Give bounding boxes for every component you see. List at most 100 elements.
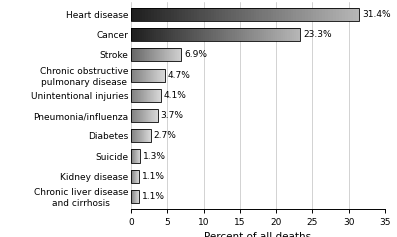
Bar — [260, 28, 262, 41]
Bar — [156, 28, 158, 41]
Bar — [131, 109, 158, 122]
Bar — [254, 28, 256, 41]
Text: 23.3%: 23.3% — [303, 30, 331, 39]
Bar — [147, 48, 148, 61]
Bar — [147, 68, 148, 82]
Bar — [209, 28, 211, 41]
Bar — [171, 28, 173, 41]
Bar — [146, 48, 147, 61]
Bar — [271, 8, 274, 21]
Bar — [226, 28, 228, 41]
Bar — [163, 48, 164, 61]
Bar — [171, 8, 174, 21]
Bar — [164, 48, 165, 61]
Bar — [169, 48, 170, 61]
Bar — [228, 8, 231, 21]
Bar — [131, 28, 300, 41]
Bar — [195, 28, 197, 41]
Bar — [356, 8, 359, 21]
Bar — [180, 48, 181, 61]
Bar — [279, 28, 281, 41]
Bar — [133, 28, 135, 41]
Bar — [205, 28, 207, 41]
Bar — [230, 28, 233, 41]
Bar — [296, 28, 298, 41]
Bar — [177, 8, 179, 21]
Bar — [191, 8, 194, 21]
Bar — [247, 28, 249, 41]
Bar — [145, 48, 146, 61]
Bar — [131, 68, 165, 82]
Bar — [248, 8, 251, 21]
Bar — [275, 28, 277, 41]
Bar — [211, 8, 214, 21]
Bar — [184, 28, 186, 41]
Bar — [139, 48, 140, 61]
Bar — [133, 68, 134, 82]
Bar — [150, 28, 152, 41]
Bar — [254, 8, 256, 21]
Bar — [163, 68, 164, 82]
Bar — [134, 8, 137, 21]
Bar — [161, 48, 162, 61]
Bar — [162, 68, 163, 82]
Bar — [158, 68, 159, 82]
Bar — [233, 28, 235, 41]
Bar — [256, 28, 258, 41]
Bar — [293, 8, 296, 21]
Bar — [143, 68, 144, 82]
Bar — [158, 48, 159, 61]
Bar — [258, 28, 260, 41]
Bar — [197, 8, 199, 21]
Bar — [151, 68, 152, 82]
Bar — [237, 28, 239, 41]
Bar — [162, 8, 165, 21]
Bar — [347, 8, 351, 21]
Bar — [150, 48, 151, 61]
Bar — [168, 8, 171, 21]
Bar — [308, 8, 310, 21]
Bar — [188, 28, 190, 41]
Bar — [142, 28, 144, 41]
Bar — [281, 28, 283, 41]
Bar — [166, 48, 167, 61]
Bar — [136, 68, 137, 82]
Bar — [179, 28, 182, 41]
Bar — [265, 8, 268, 21]
Bar — [330, 8, 333, 21]
Bar — [237, 8, 239, 21]
Bar — [141, 48, 142, 61]
Bar — [233, 8, 237, 21]
Bar — [162, 48, 163, 61]
Bar — [256, 8, 259, 21]
Bar — [336, 8, 339, 21]
Bar — [142, 68, 143, 82]
Bar — [131, 8, 134, 21]
Bar — [262, 8, 265, 21]
Bar — [177, 28, 179, 41]
Bar — [140, 48, 141, 61]
Bar — [143, 8, 145, 21]
Bar — [131, 48, 181, 61]
Bar — [178, 48, 179, 61]
Bar — [137, 8, 140, 21]
Bar — [139, 28, 142, 41]
Bar — [145, 68, 146, 82]
Bar — [138, 68, 139, 82]
Bar — [131, 190, 139, 203]
Text: 1.3%: 1.3% — [143, 151, 166, 160]
Bar — [235, 28, 237, 41]
Bar — [339, 8, 342, 21]
Bar — [249, 28, 252, 41]
Bar — [194, 8, 197, 21]
Bar — [299, 8, 302, 21]
Bar — [175, 48, 176, 61]
Bar — [132, 48, 133, 61]
Bar — [165, 48, 166, 61]
Bar — [245, 8, 248, 21]
Bar — [245, 28, 247, 41]
Bar — [153, 68, 154, 82]
Bar — [199, 8, 202, 21]
Bar — [243, 28, 245, 41]
Bar — [167, 48, 168, 61]
